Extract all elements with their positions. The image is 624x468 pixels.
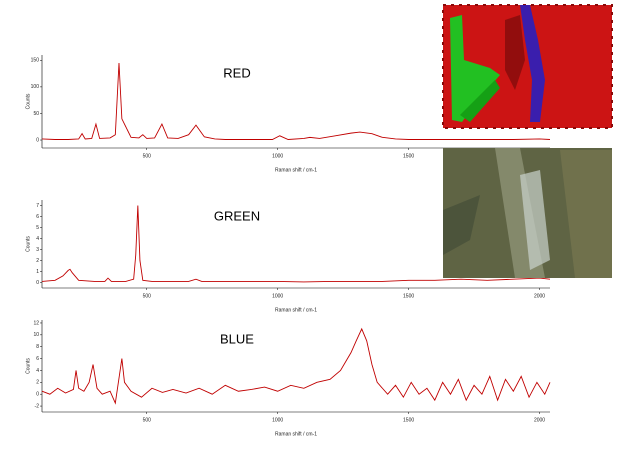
x-tick-label: 1500 bbox=[403, 153, 414, 159]
x-tick-label: 500 bbox=[143, 293, 152, 299]
y-tick-label: 0 bbox=[36, 392, 39, 398]
x-tick-label: 1000 bbox=[272, 417, 283, 423]
spectrum-line bbox=[41, 205, 551, 283]
x-tick-label: 500 bbox=[143, 417, 152, 423]
x-axis-label: Raman shift / cm-1 bbox=[275, 431, 317, 437]
y-tick-label: 8 bbox=[36, 344, 39, 350]
y-axis-label: Counts bbox=[25, 236, 31, 252]
chart-title: BLUE bbox=[220, 331, 254, 346]
y-tick-label: 4 bbox=[36, 368, 39, 374]
y-tick-label: 6 bbox=[36, 356, 39, 362]
y-tick-label: 100 bbox=[31, 84, 40, 90]
y-tick-label: 10 bbox=[33, 332, 39, 338]
y-tick-label: -2 bbox=[35, 403, 40, 409]
x-axis-label: Raman shift / cm-1 bbox=[275, 167, 317, 173]
green-region bbox=[450, 15, 500, 122]
blue-region bbox=[520, 5, 545, 122]
photo-dark bbox=[443, 195, 480, 255]
x-tick-label: 500 bbox=[143, 153, 152, 159]
y-tick-label: 50 bbox=[33, 111, 39, 117]
y-tick-label: 150 bbox=[31, 58, 40, 64]
x-axis-label: Raman shift / cm-1 bbox=[275, 307, 317, 313]
photo-bright bbox=[520, 170, 550, 270]
x-tick-label: 2000 bbox=[534, 417, 545, 423]
green-stripe bbox=[460, 80, 500, 122]
spectrum-line bbox=[41, 62, 551, 140]
y-tick-label: 6 bbox=[36, 214, 39, 220]
spectrum-line bbox=[41, 327, 551, 405]
y-tick-label: 2 bbox=[36, 380, 39, 386]
x-tick-label: 2000 bbox=[534, 293, 545, 299]
y-tick-label: 3 bbox=[36, 247, 39, 253]
x-tick-label: 1500 bbox=[403, 417, 414, 423]
y-tick-label: 4 bbox=[36, 236, 39, 242]
x-tick-label: 1000 bbox=[272, 293, 283, 299]
y-tick-label: 7 bbox=[36, 203, 39, 209]
y-tick-label: 0 bbox=[36, 137, 39, 143]
red-map-image bbox=[442, 4, 613, 129]
y-tick-label: 5 bbox=[36, 225, 39, 231]
y-tick-label: 0 bbox=[36, 280, 39, 286]
map-texture bbox=[442, 4, 613, 129]
optical-image bbox=[443, 148, 612, 278]
y-tick-label: 12 bbox=[33, 320, 39, 326]
y-tick-label: 1 bbox=[36, 269, 39, 275]
photo-patch bbox=[560, 150, 612, 278]
chart-title: GREEN bbox=[214, 208, 260, 223]
dark-region bbox=[505, 15, 525, 90]
y-axis-label: Counts bbox=[25, 93, 31, 109]
y-tick-label: 2 bbox=[36, 258, 39, 264]
y-axis-label: Counts bbox=[25, 358, 31, 374]
x-tick-label: 1500 bbox=[403, 293, 414, 299]
chart-title: RED bbox=[223, 65, 250, 80]
x-tick-label: 1000 bbox=[272, 153, 283, 159]
